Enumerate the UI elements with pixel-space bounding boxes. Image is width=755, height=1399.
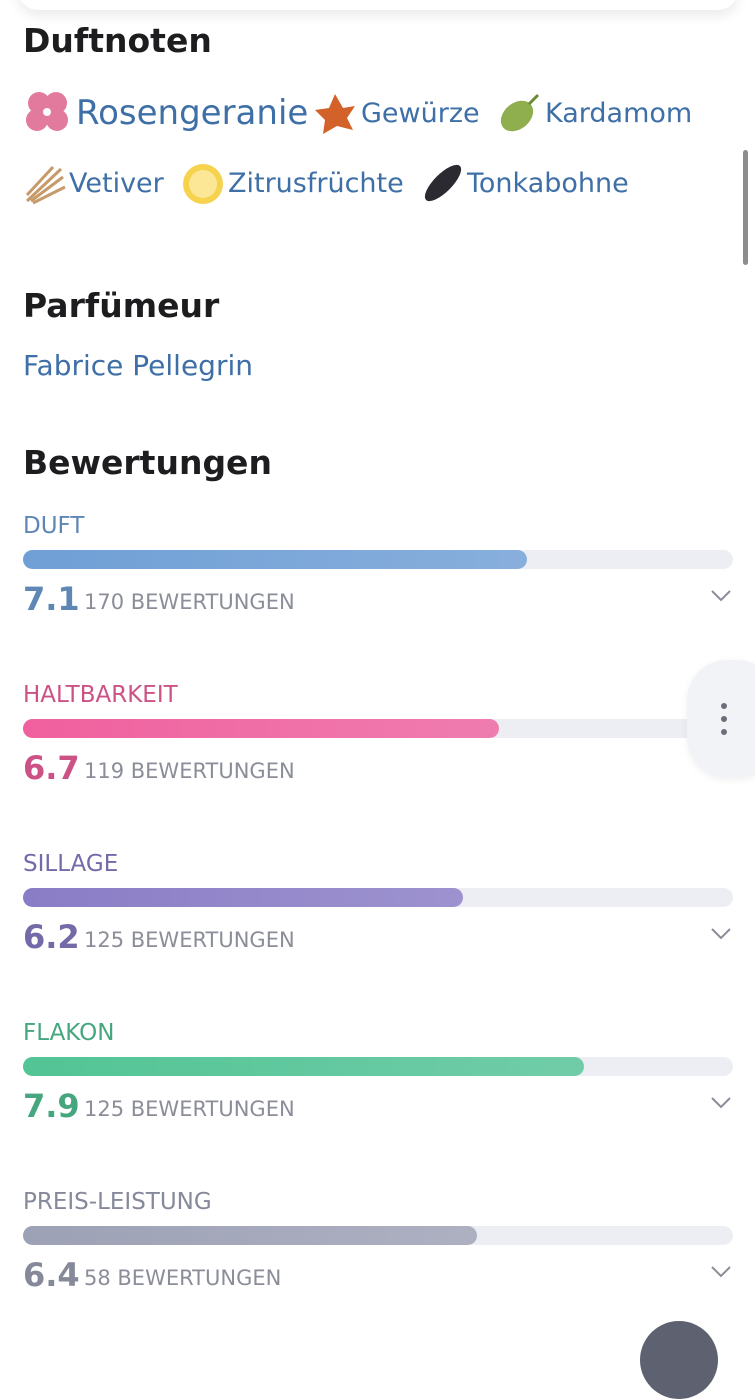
rating-count: 170 BEWERTUNGEN	[84, 590, 295, 614]
rating-bar	[23, 1057, 584, 1076]
scrollbar	[743, 150, 748, 265]
rating-bar	[23, 888, 464, 907]
note-link[interactable]: Tonkabohne	[467, 168, 629, 199]
rating-track	[23, 888, 733, 907]
rating-bar	[23, 1226, 478, 1245]
rating-value: 6.4	[23, 1256, 80, 1294]
rating-label: HALTBARKEIT	[23, 682, 178, 708]
rating-count: 125 BEWERTUNGEN	[84, 928, 295, 952]
page: Duftnoten Rosengeranie Gewürze Kardamom …	[18, 0, 755, 1399]
rating-label: DUFT	[23, 513, 85, 539]
rating-track	[23, 550, 733, 569]
expand-chevron[interactable]	[710, 927, 732, 941]
note-icon	[25, 165, 66, 205]
side-menu[interactable]	[687, 660, 755, 778]
expand-chevron[interactable]	[710, 1096, 732, 1110]
rating-label: FLAKON	[23, 1020, 115, 1046]
rating-count: 58 BEWERTUNGEN	[84, 1266, 282, 1290]
rating-value: 7.9	[23, 1087, 80, 1125]
note-link[interactable]: Gewürze	[361, 98, 480, 129]
note-link[interactable]: Rosengeranie	[76, 93, 309, 133]
note-link[interactable]: Zitrusfrüchte	[228, 168, 404, 199]
section-title: Bewertungen	[23, 443, 272, 482]
rating-label: SILLAGE	[23, 851, 119, 877]
note-icon	[183, 164, 223, 204]
rating-track	[23, 719, 733, 738]
rating-bar	[23, 719, 499, 738]
note-icon	[26, 92, 68, 131]
rating-label: PREIS-LEISTUNG	[23, 1189, 212, 1215]
rating-track	[23, 1057, 733, 1076]
note-link[interactable]: Kardamom	[545, 98, 693, 129]
rating-value: 6.2	[23, 918, 80, 956]
perfumer-link[interactable]: Fabrice Pellegrin	[23, 349, 253, 382]
top-card	[18, 0, 738, 10]
section-title: Parfümeur	[23, 286, 220, 325]
rating-count: 119 BEWERTUNGEN	[84, 759, 295, 783]
fab-button[interactable]	[640, 1321, 718, 1399]
expand-chevron[interactable]	[710, 1265, 732, 1279]
note-icon	[424, 164, 462, 202]
menu-dots	[721, 703, 727, 735]
rating-value: 7.1	[23, 580, 80, 618]
expand-chevron[interactable]	[710, 589, 732, 603]
rating-bar	[23, 550, 528, 569]
note-icon	[500, 93, 540, 132]
rating-value: 6.7	[23, 749, 80, 787]
rating-track	[23, 1226, 733, 1245]
note-icon	[315, 94, 355, 134]
note-link[interactable]: Vetiver	[69, 168, 164, 199]
section-title: Duftnoten	[23, 21, 212, 60]
rating-count: 125 BEWERTUNGEN	[84, 1097, 295, 1121]
